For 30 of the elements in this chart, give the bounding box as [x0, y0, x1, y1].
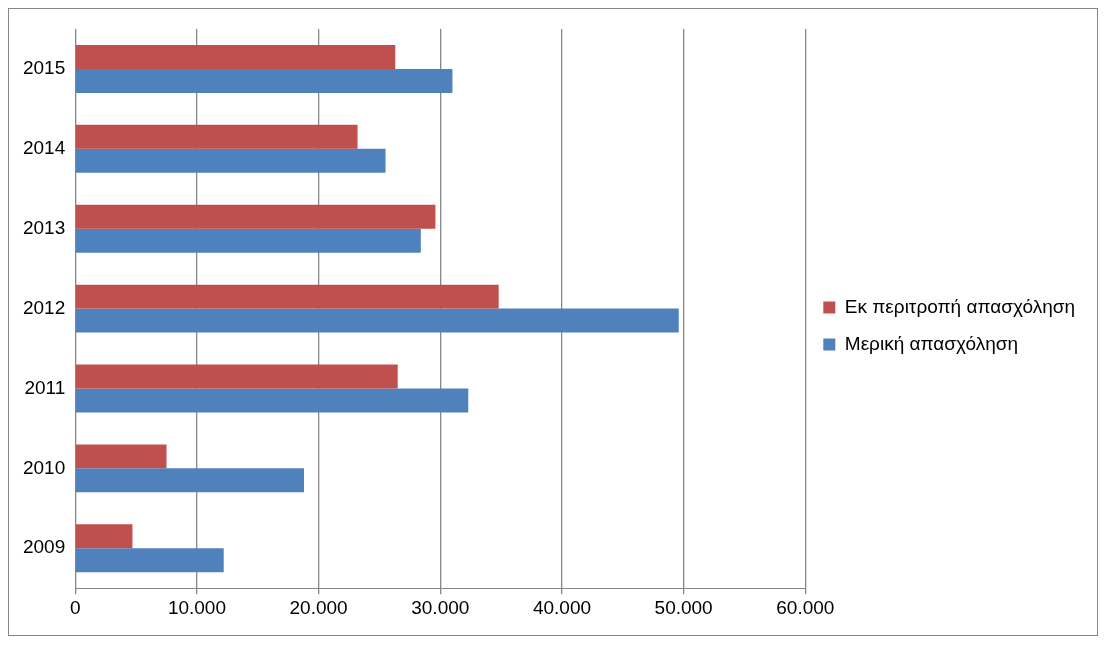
x-tick-label: 10.000: [167, 596, 226, 618]
bar: [75, 524, 133, 549]
y-tick-label: 2009: [22, 536, 66, 558]
x-tick-label: 20.000: [289, 596, 348, 618]
legend-label: Εκ περιτροπή απασχόληση: [844, 295, 1076, 317]
bar: [75, 124, 358, 149]
bar: [75, 228, 421, 253]
y-tick-label: 2013: [22, 216, 66, 238]
y-tick-label: 2012: [22, 296, 66, 318]
x-tick-label: 50.000: [654, 596, 713, 618]
bar: [75, 388, 469, 413]
y-tick-label: 2015: [22, 57, 66, 79]
bar: [75, 204, 436, 229]
legend-label: Μερική απασχόληση: [844, 332, 1019, 354]
bar: [75, 548, 224, 573]
y-tick-label: 2014: [22, 137, 66, 159]
bar: [75, 308, 679, 333]
bar: [75, 44, 396, 69]
y-tick-label: 2011: [24, 376, 66, 398]
bar: [75, 364, 398, 389]
x-tick-label: 0: [69, 596, 81, 618]
bar: [75, 284, 499, 309]
x-tick-label: 40.000: [532, 596, 592, 618]
bar: [75, 444, 167, 469]
x-tick-label: 30.000: [411, 596, 470, 618]
x-tick-label: 60.000: [776, 596, 835, 618]
bar: [75, 468, 305, 493]
y-tick-label: 2010: [22, 456, 66, 478]
bar: [75, 68, 453, 93]
bar: [75, 148, 386, 173]
